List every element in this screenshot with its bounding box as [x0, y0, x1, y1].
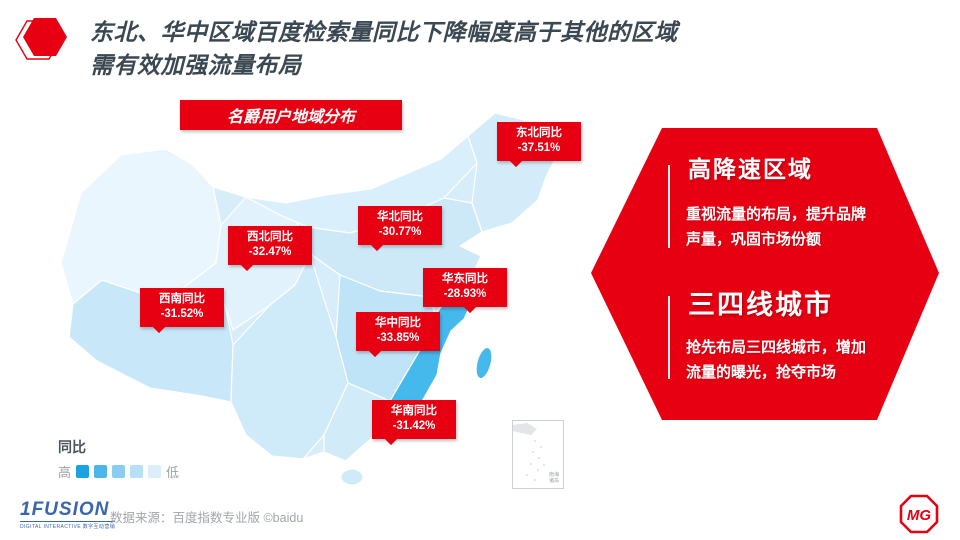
- legend-swatch-5: [148, 465, 162, 478]
- callout-north: 华北同比 -30.77%: [358, 206, 442, 245]
- panel-heading-1: 高降速区域: [688, 156, 813, 182]
- callout-value: -33.85%: [376, 332, 420, 344]
- legend-title: 同比: [58, 439, 86, 455]
- callout-label: 华北同比: [377, 211, 423, 223]
- page-title: 东北、华中区域百度检索量同比下降幅度高于其他的区域 需有效加强流量布局: [90, 16, 830, 82]
- panel-divider-1: [668, 165, 670, 248]
- legend-swatch-3: [112, 465, 126, 478]
- callout-value: -37.51%: [517, 142, 561, 154]
- inset-label: 南海诸岛: [548, 472, 559, 484]
- callout-label: 华东同比: [442, 273, 488, 285]
- legend-swatch-1: [76, 465, 90, 478]
- ifusion-tagline: DIGITAL INTERACTIVE 数字互动营销: [20, 521, 116, 530]
- callout-value: -30.77%: [378, 226, 422, 238]
- region-taiwan: [475, 346, 493, 380]
- panel-divider-2: [668, 296, 670, 379]
- legend-swatch-2: [94, 465, 108, 478]
- svg-text:MG: MG: [907, 507, 931, 524]
- legend-high-label: 高: [58, 465, 72, 480]
- callout-label: 东北同比: [516, 127, 562, 139]
- callout-label: 华南同比: [391, 405, 437, 417]
- ifusion-logo: 1FUSION DIGITAL INTERACTIVE 数字互动营销: [20, 499, 116, 530]
- callout-east: 华东同比 -28.93%: [423, 268, 507, 307]
- panel-body-1: 重视流量的布局，提升品牌声量，巩固市场份额: [686, 206, 867, 248]
- callout-label: 华中同比: [375, 317, 421, 329]
- panel-body-2: 抢先布局三四线城市，增加流量的曝光，抢夺市场: [686, 339, 867, 381]
- map-legend: 同比 高 低: [58, 437, 179, 481]
- callout-central: 华中同比 -33.85%: [356, 312, 440, 351]
- region-hainan: [340, 468, 364, 486]
- title-hexagon-icon: [15, 18, 67, 60]
- callout-southwest: 西南同比 -31.52%: [140, 288, 224, 327]
- region-southwest: [230, 224, 349, 460]
- highlight-hexagon: [591, 128, 939, 420]
- mg-logo: MG: [899, 494, 939, 534]
- callout-value: -31.42%: [392, 420, 436, 432]
- callout-value: -32.47%: [248, 246, 292, 258]
- south-sea-inset: 南海诸岛: [512, 420, 564, 489]
- title-line-2: 需有效加强流量布局: [90, 52, 302, 78]
- map-title-badge: 名爵用户地域分布: [180, 100, 402, 130]
- panel-heading-2: 三四线城市: [688, 290, 833, 320]
- ifusion-wordmark: 1FUSION: [20, 499, 110, 520]
- inset-islands: [513, 423, 545, 481]
- callout-value: -28.93%: [443, 288, 487, 300]
- legend-low-label: 低: [166, 465, 180, 480]
- legend-swatch-4: [130, 465, 144, 478]
- callout-south: 华南同比 -31.42%: [372, 400, 456, 439]
- callout-label: 西南同比: [159, 293, 205, 305]
- title-line-1: 东北、华中区域百度检索量同比下降幅度高于其他的区域: [90, 19, 678, 45]
- callout-northwest: 西北同比 -32.47%: [228, 226, 312, 265]
- callout-northeast: 东北同比 -37.51%: [497, 122, 581, 161]
- data-source-text: 数据来源：百度指数专业版 ©baidu: [110, 511, 304, 525]
- callout-label: 西北同比: [247, 231, 293, 243]
- callout-value: -31.52%: [160, 308, 204, 320]
